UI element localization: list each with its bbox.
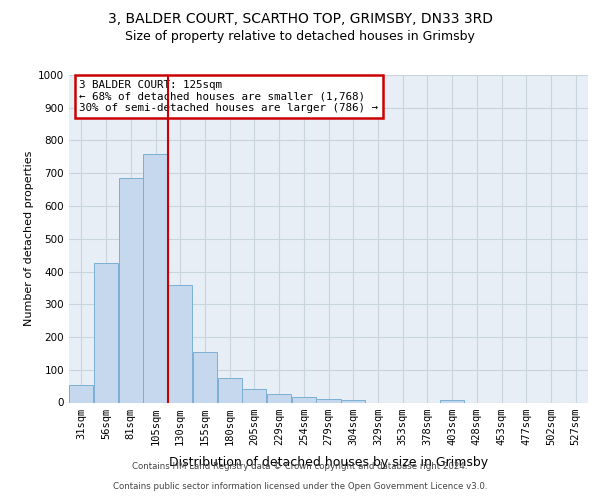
X-axis label: Distribution of detached houses by size in Grimsby: Distribution of detached houses by size … [169,456,488,469]
Bar [168,284,193,403]
Y-axis label: Number of detached properties: Number of detached properties [24,151,34,326]
Text: Contains public sector information licensed under the Open Government Licence v3: Contains public sector information licen… [113,482,487,491]
Bar [119,178,143,402]
Bar [292,397,316,402]
Bar [242,390,266,402]
Text: 3 BALDER COURT: 125sqm
← 68% of detached houses are smaller (1,768)
30% of semi-: 3 BALDER COURT: 125sqm ← 68% of detached… [79,80,379,113]
Bar [267,394,291,402]
Bar [143,154,167,402]
Text: Size of property relative to detached houses in Grimsby: Size of property relative to detached ho… [125,30,475,43]
Bar [341,400,365,402]
Text: 3, BALDER COURT, SCARTHO TOP, GRIMSBY, DN33 3RD: 3, BALDER COURT, SCARTHO TOP, GRIMSBY, D… [107,12,493,26]
Bar [316,399,341,402]
Text: Contains HM Land Registry data © Crown copyright and database right 2024.: Contains HM Land Registry data © Crown c… [132,462,468,471]
Bar [69,386,94,402]
Bar [218,378,242,402]
Bar [193,352,217,403]
Bar [440,400,464,402]
Bar [94,264,118,402]
